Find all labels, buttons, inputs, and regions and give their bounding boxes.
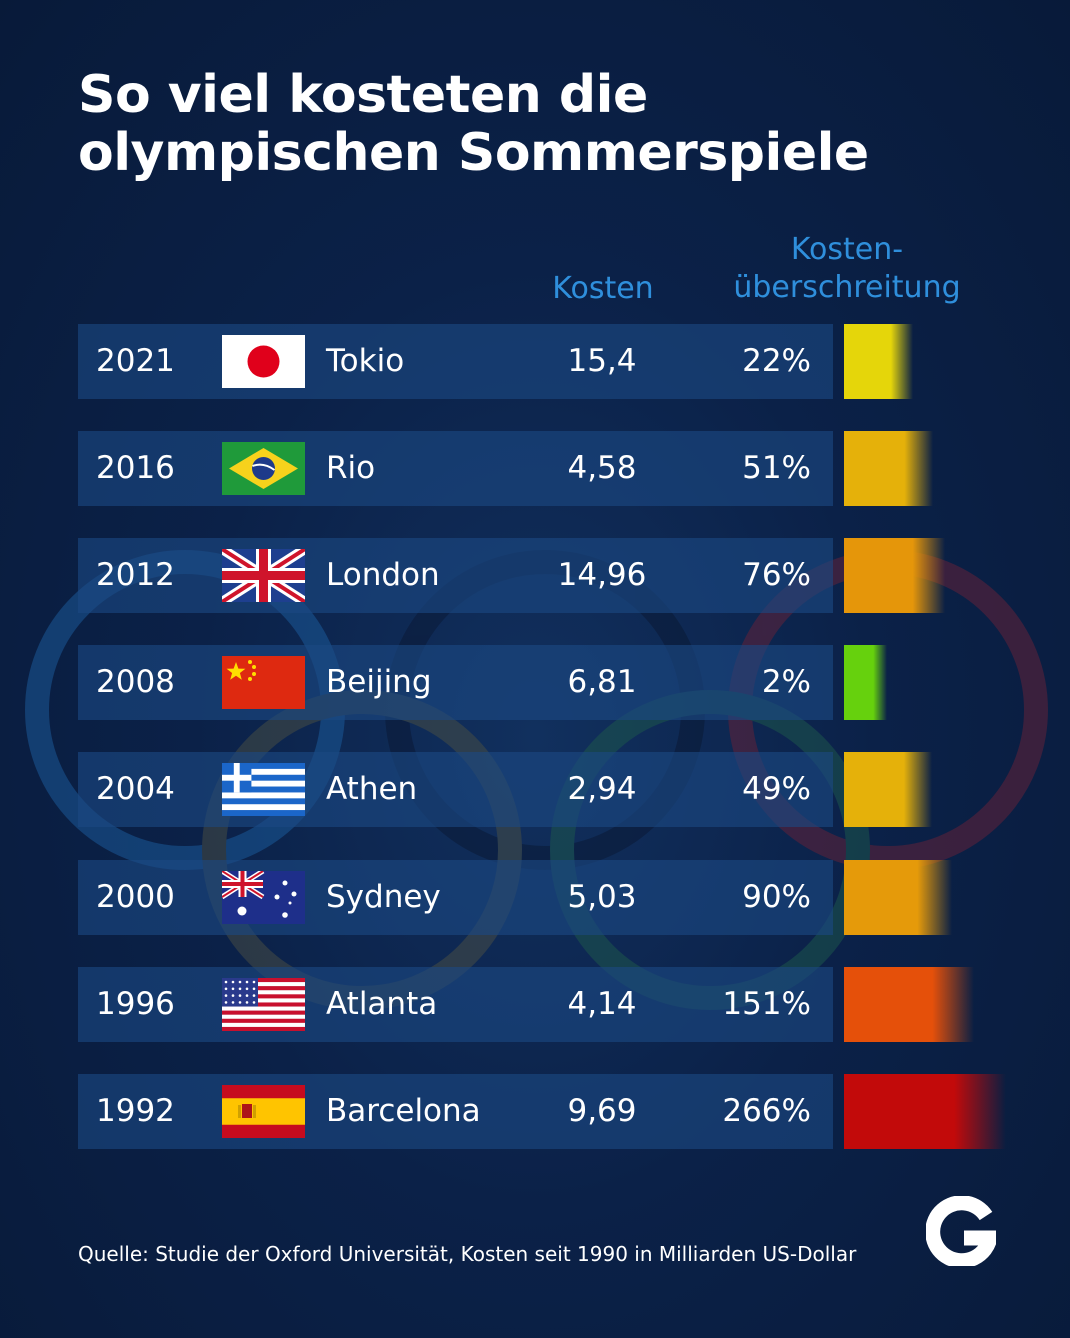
- row-overrun: 22%: [742, 343, 811, 379]
- overrun-bar: [844, 645, 887, 720]
- row-cost: 5,03: [567, 879, 637, 915]
- overrun-bar: [844, 860, 952, 935]
- overrun-bar: [844, 967, 974, 1042]
- australia-flag: [222, 871, 305, 924]
- spain-flag: [222, 1085, 305, 1138]
- row-overrun: 266%: [722, 1093, 811, 1129]
- table-row: 2000 Sydney 5,03 90%: [78, 860, 833, 935]
- row-overrun: 2%: [761, 664, 811, 700]
- row-city: Barcelona: [326, 1093, 481, 1129]
- table-row: 2021 Tokio 15,4 22%: [78, 324, 833, 399]
- row-overrun: 90%: [742, 879, 811, 915]
- source-note: Quelle: Studie der Oxford Universität, K…: [78, 1242, 857, 1266]
- page-title: So viel kosteten die olympischen Sommers…: [78, 66, 869, 182]
- row-city: Sydney: [326, 879, 441, 915]
- row-city: Tokio: [326, 343, 405, 379]
- column-header-cost: Kosten: [552, 271, 654, 306]
- greece-flag: [222, 763, 305, 816]
- overrun-bar: [844, 324, 913, 399]
- row-year: 1996: [96, 986, 175, 1022]
- row-city: Beijing: [326, 664, 432, 700]
- row-year: 2000: [96, 879, 175, 915]
- row-city: Rio: [326, 450, 376, 486]
- row-overrun: 151%: [722, 986, 811, 1022]
- row-year: 2021: [96, 343, 175, 379]
- row-overrun: 51%: [742, 450, 811, 486]
- table-row: 1996 Atlanta 4,14 151%: [78, 967, 833, 1042]
- title-line-1: So viel kosteten die: [78, 65, 648, 125]
- column-header-overrun-line-2: überschreitung: [733, 270, 961, 305]
- title-line-2: olympischen Sommerspiele: [78, 123, 869, 183]
- row-year: 2016: [96, 450, 175, 486]
- overrun-bar: [844, 752, 932, 827]
- row-cost: 15,4: [567, 343, 637, 379]
- row-cost: 2,94: [567, 771, 637, 807]
- row-cost: 4,14: [567, 986, 637, 1022]
- row-overrun: 76%: [742, 557, 811, 593]
- column-header-overrun-line-1: Kosten-: [790, 232, 904, 267]
- column-header-overrun: Kosten- überschreitung: [712, 231, 982, 307]
- overrun-bar: [844, 1074, 1006, 1149]
- row-cost: 9,69: [567, 1093, 637, 1129]
- row-year: 1992: [96, 1093, 175, 1129]
- japan-flag: [222, 335, 305, 388]
- row-cost: 4,58: [567, 450, 637, 486]
- row-year: 2012: [96, 557, 175, 593]
- row-year: 2004: [96, 771, 175, 807]
- overrun-bar: [844, 538, 945, 613]
- table-row: 2004 Athen 2,94 49%: [78, 752, 833, 827]
- uk-flag: [222, 549, 305, 602]
- table-row: 1992 Barcelona 9,69 266%: [78, 1074, 833, 1149]
- overrun-bar: [844, 431, 933, 506]
- row-city: Athen: [326, 771, 418, 807]
- row-city: Atlanta: [326, 986, 438, 1022]
- china-flag: [222, 656, 305, 709]
- row-cost: 14,96: [557, 557, 647, 593]
- row-cost: 6,81: [567, 664, 637, 700]
- row-year: 2008: [96, 664, 175, 700]
- table-row: 2008 Beijing 6,81 2%: [78, 645, 833, 720]
- table-row: 2016 Rio 4,58 51%: [78, 431, 833, 506]
- usa-flag: [222, 978, 305, 1031]
- galileo-g-logo-icon: [926, 1196, 996, 1266]
- row-overrun: 49%: [742, 771, 811, 807]
- table-row: 2012 London 14,96 76%: [78, 538, 833, 613]
- row-city: London: [326, 557, 440, 593]
- brazil-flag: [222, 442, 305, 495]
